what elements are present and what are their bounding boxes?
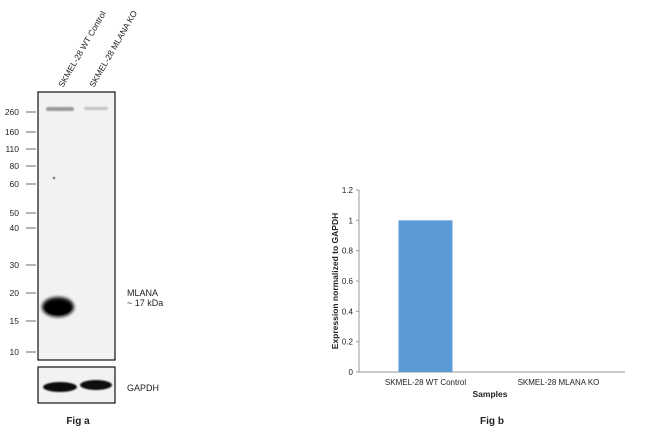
band-label-kda: ~ 17 kDa <box>127 298 163 308</box>
gapdh-label: GAPDH <box>127 383 159 393</box>
blot-speck <box>52 176 56 180</box>
y-tick-label: 1.2 <box>342 186 354 195</box>
bar-chart-panel: 00.20.40.60.811.2 SKMEL-28 WT Control SKM… <box>330 186 625 427</box>
blot-membrane <box>37 91 116 361</box>
band-gapdh-ko <box>80 380 112 390</box>
mw-marker-label: 15 <box>10 316 20 326</box>
bar-wt-control <box>398 220 453 372</box>
y-axis-label: Expression normalized to GAPDH <box>330 213 340 350</box>
x-axis-ticks: SKMEL-28 WT Control SKMEL-28 MLANA KO <box>385 378 600 387</box>
mw-marker-label: 80 <box>10 161 20 171</box>
mw-marker-label: 50 <box>10 208 20 218</box>
bars <box>398 220 453 372</box>
mw-marker-label: 30 <box>10 260 20 270</box>
y-tick-label: 0.4 <box>342 307 354 316</box>
mw-marker-label: 60 <box>10 179 20 189</box>
x-tick-label: SKMEL-28 MLANA KO <box>518 378 600 387</box>
y-tick-label: 0.6 <box>342 277 354 286</box>
western-blot-panel: SKMEL-28 WT Control SKMEL-28 MLANA KO 26… <box>5 8 163 427</box>
y-tick-label: 0 <box>349 368 354 377</box>
x-axis-label: Samples <box>473 389 508 399</box>
mw-marker-label: 40 <box>10 223 20 233</box>
band-high-mw-wt <box>46 107 74 111</box>
mw-markers: 260 160 110 80 60 50 40 30 20 15 10 <box>5 107 36 357</box>
band-gapdh-wt <box>43 382 77 392</box>
caption-fig-a: Fig a <box>66 416 90 427</box>
band-mlana-wt-core <box>45 301 71 315</box>
mw-marker-label: 160 <box>5 127 19 137</box>
mw-marker-label: 20 <box>10 288 20 298</box>
mw-marker-label: 10 <box>10 347 20 357</box>
band-label-mlana: MLANA <box>127 288 158 298</box>
y-axis-ticks: 0 0.2 0.4 0.6 0.8 1 1.2 <box>342 186 359 377</box>
mw-marker-label: 260 <box>5 107 19 117</box>
y-tick-label: 0.2 <box>342 338 354 347</box>
y-tick-label: 0.8 <box>342 247 354 256</box>
caption-fig-b: Fig b <box>480 416 504 427</box>
band-high-mw-ko <box>84 107 108 110</box>
mw-marker-label: 110 <box>5 144 19 154</box>
x-tick-label: SKMEL-28 WT Control <box>385 378 466 387</box>
y-tick-label: 1 <box>349 216 354 225</box>
